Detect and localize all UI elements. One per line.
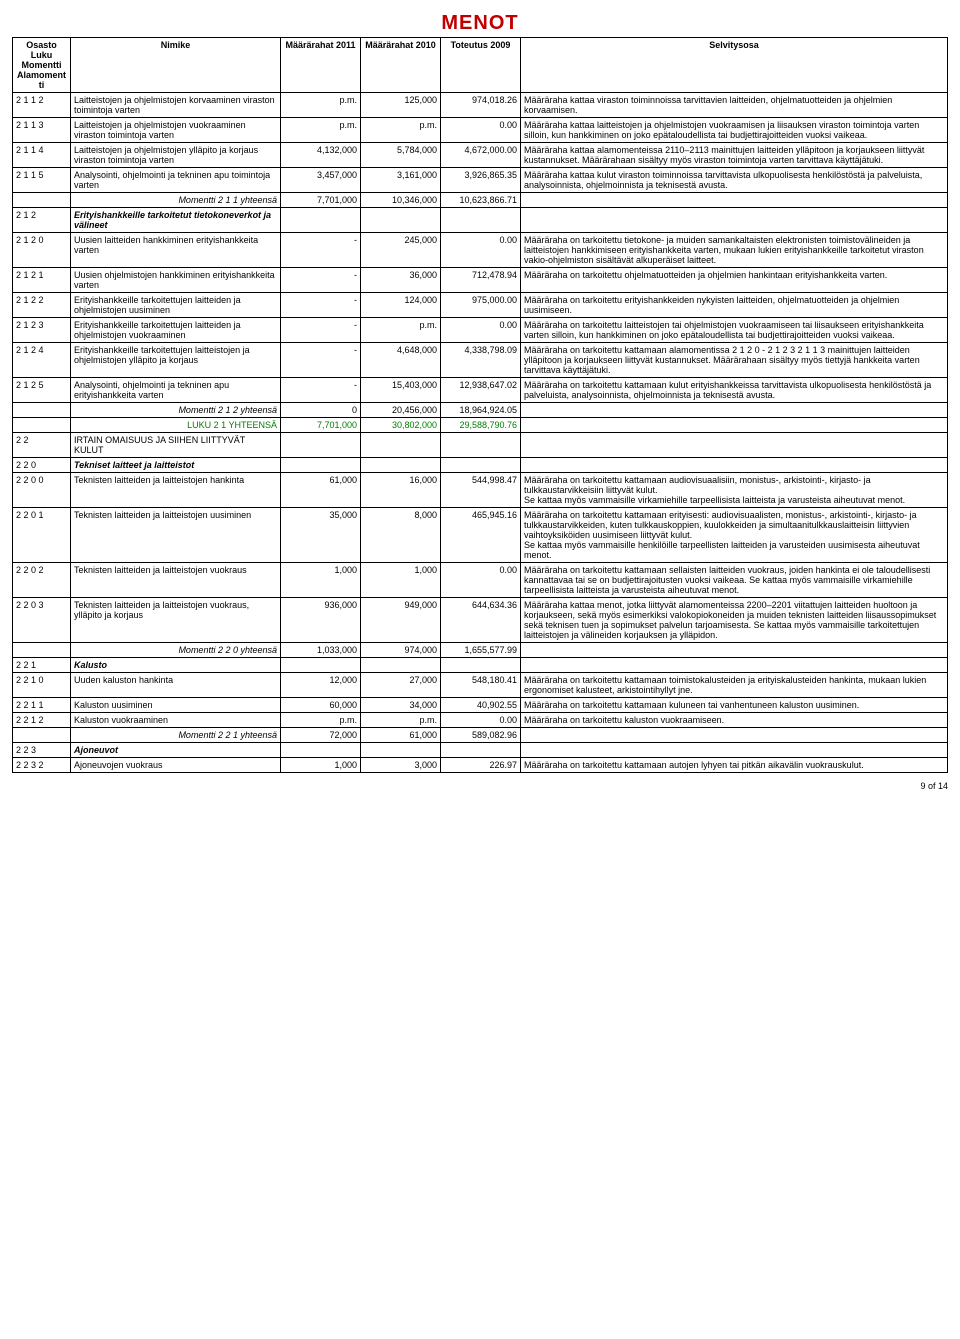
table-row: 2 1 2 2Erityishankkeille tarkoitettujen … bbox=[13, 293, 948, 318]
table-row: 2 2 3 2Ajoneuvojen vuokraus1,0003,000226… bbox=[13, 758, 948, 773]
table-row: Momentti 2 2 0 yhteensä1,033,000974,0001… bbox=[13, 643, 948, 658]
budget-table: OsastoLukuMomenttiAlamomentti Nimike Mää… bbox=[12, 37, 948, 773]
table-row: 2 2 0Tekniset laitteet ja laitteistot bbox=[13, 458, 948, 473]
table-row: 2 1 1 2Laitteistojen ja ohjelmistojen ko… bbox=[13, 93, 948, 118]
header-2010: Määrärahat 2010 bbox=[361, 38, 441, 93]
table-row: 2 1 2Erityishankkeille tarkoitetut tieto… bbox=[13, 208, 948, 233]
table-row: 2 1 2 5Analysointi, ohjelmointi ja tekni… bbox=[13, 378, 948, 403]
table-row: 2 1 1 3Laitteistojen ja ohjelmistojen vu… bbox=[13, 118, 948, 143]
table-row: 2 2 1Kalusto bbox=[13, 658, 948, 673]
table-row: 2 2 0 0Teknisten laitteiden ja laitteist… bbox=[13, 473, 948, 508]
table-row: Momentti 2 1 1 yhteensä7,701,00010,346,0… bbox=[13, 193, 948, 208]
table-row: 2 1 2 3Erityishankkeille tarkoitettujen … bbox=[13, 318, 948, 343]
table-row: 2 2 1 2Kaluston vuokraaminenp.m.p.m.0.00… bbox=[13, 713, 948, 728]
table-row: 2 1 2 1Uusien ohjelmistojen hankkiminen … bbox=[13, 268, 948, 293]
header-row: OsastoLukuMomenttiAlamomentti Nimike Mää… bbox=[13, 38, 948, 93]
table-row: 2 1 2 0Uusien laitteiden hankkiminen eri… bbox=[13, 233, 948, 268]
header-code: OsastoLukuMomenttiAlamomentti bbox=[13, 38, 71, 93]
page-footer: 9 of 14 bbox=[12, 781, 948, 791]
header-2009: Toteutus 2009 bbox=[441, 38, 521, 93]
table-row: 2 2 3Ajoneuvot bbox=[13, 743, 948, 758]
table-row: 2 2 0 3Teknisten laitteiden ja laitteist… bbox=[13, 598, 948, 643]
table-row: 2 2IRTAIN OMAISUUS JA SIIHEN LIITTYVÄT K… bbox=[13, 433, 948, 458]
table-row: Momentti 2 1 2 yhteensä020,456,00018,964… bbox=[13, 403, 948, 418]
table-row: 2 1 1 5Analysointi, ohjelmointi ja tekni… bbox=[13, 168, 948, 193]
header-name: Nimike bbox=[71, 38, 281, 93]
table-row: 2 1 2 4Erityishankkeille tarkoitettujen … bbox=[13, 343, 948, 378]
table-row: 2 2 1 0Uuden kaluston hankinta12,00027,0… bbox=[13, 673, 948, 698]
table-row: LUKU 2 1 YHTEENSÄ7,701,00030,802,00029,5… bbox=[13, 418, 948, 433]
table-row: 2 2 1 1Kaluston uusiminen60,00034,00040,… bbox=[13, 698, 948, 713]
header-desc: Selvitysosa bbox=[521, 38, 948, 93]
table-row: 2 1 1 4Laitteistojen ja ohjelmistojen yl… bbox=[13, 143, 948, 168]
table-row: 2 2 0 2Teknisten laitteiden ja laitteist… bbox=[13, 563, 948, 598]
page-title: MENOT bbox=[12, 12, 948, 35]
table-row: 2 2 0 1Teknisten laitteiden ja laitteist… bbox=[13, 508, 948, 563]
table-row: Momentti 2 2 1 yhteensä72,00061,000589,0… bbox=[13, 728, 948, 743]
header-2011: Määrärahat 2011 bbox=[281, 38, 361, 93]
